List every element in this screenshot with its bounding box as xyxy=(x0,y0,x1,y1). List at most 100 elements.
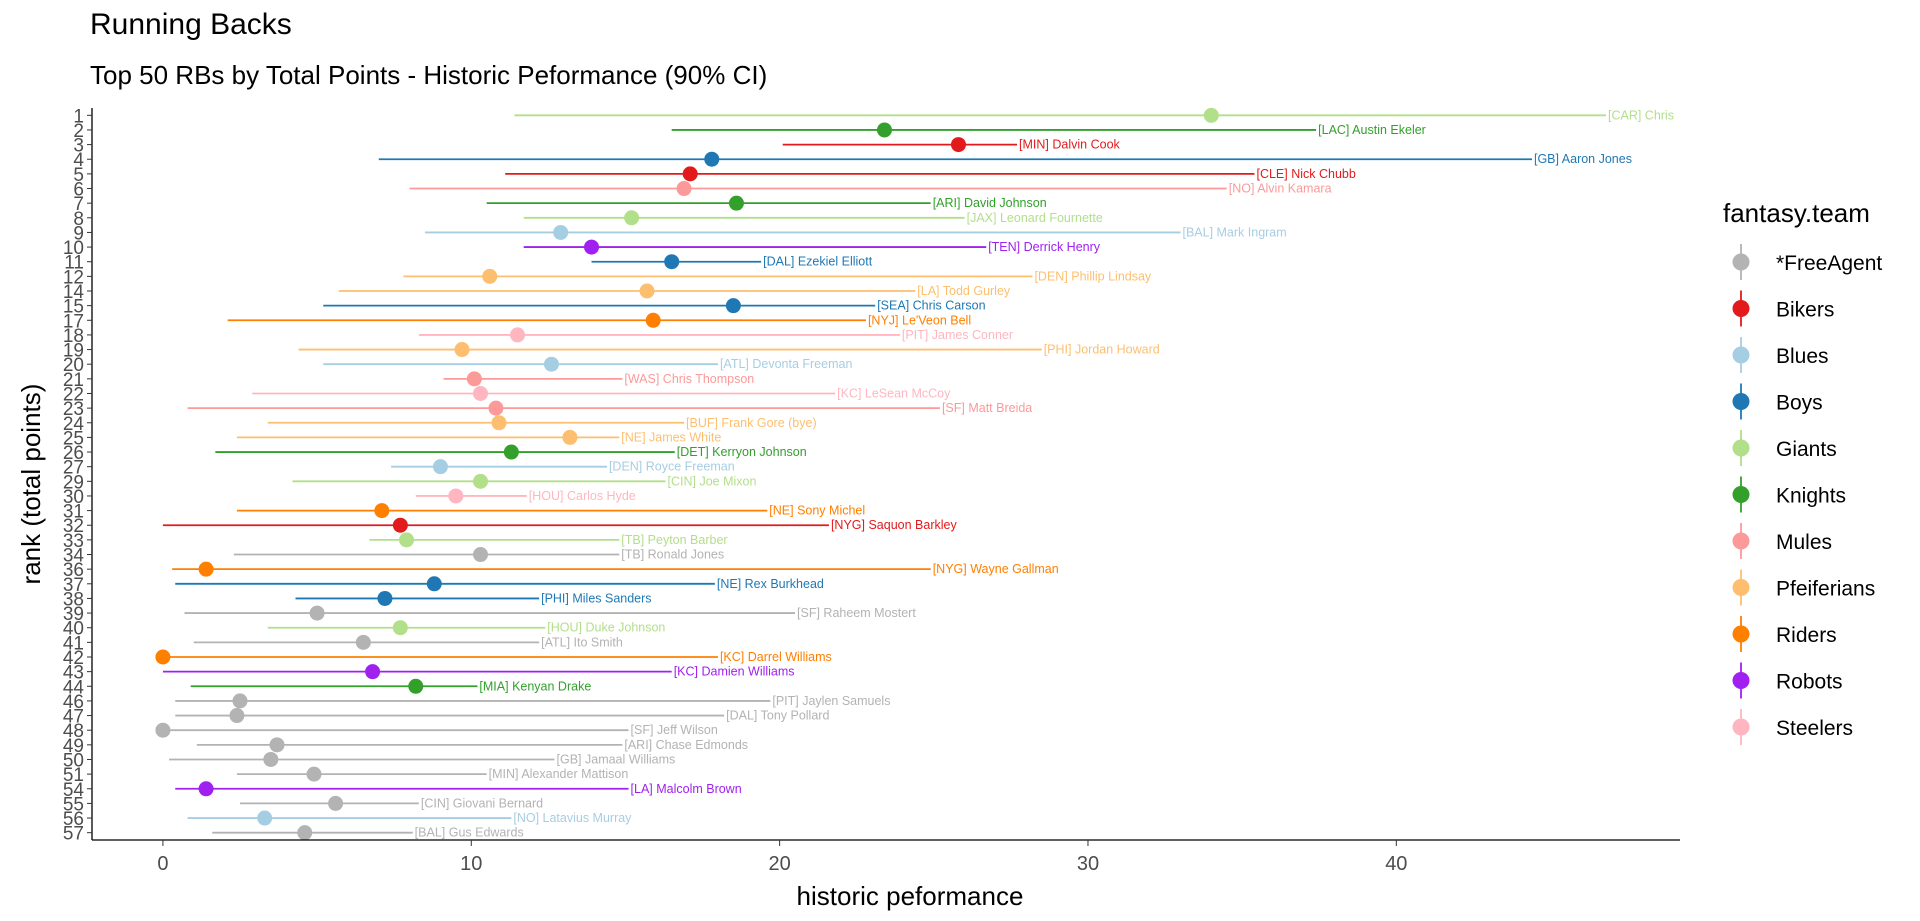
point-estimate xyxy=(399,532,415,548)
player-label: [SF] Raheem Mostert xyxy=(797,606,916,620)
chart-title: Running Backs xyxy=(90,8,292,41)
y-tick-label: 14 xyxy=(63,282,85,303)
y-tick-label: 3 xyxy=(73,136,84,157)
legend-label: Boys xyxy=(1776,392,1823,415)
y-tick-label: 30 xyxy=(63,487,84,508)
legend-label: Bikers xyxy=(1776,299,1834,322)
player-label: [ARI] David Johnson xyxy=(933,196,1047,210)
legend-key-point xyxy=(1732,346,1750,364)
y-tick-label: 57 xyxy=(63,824,84,845)
x-tick-label: 30 xyxy=(1077,853,1099,875)
point-estimate xyxy=(1203,107,1219,123)
point-estimate xyxy=(297,825,313,841)
player-label: [MIN] Alexander Mattison xyxy=(489,767,629,781)
point-estimate xyxy=(725,298,741,314)
y-tick-label: 5 xyxy=(73,165,84,186)
legend-label: *FreeAgent xyxy=(1776,252,1882,275)
point-estimate xyxy=(328,795,344,811)
y-axis: 1234567891011121415171819202122232425262… xyxy=(63,106,93,845)
legend-label: Knights xyxy=(1776,485,1846,508)
player-label: [ARI] Chase Edmonds xyxy=(624,738,748,752)
player-label: [NE] Rex Burkhead xyxy=(717,577,824,591)
y-tick-label: 42 xyxy=(63,648,84,669)
y-tick-label: 38 xyxy=(63,589,84,610)
player-label: [WAS] Chris Thompson xyxy=(624,372,754,386)
point-estimate xyxy=(257,810,273,826)
y-tick-label: 15 xyxy=(63,297,84,318)
y-tick-label: 44 xyxy=(63,677,85,698)
y-tick-label: 7 xyxy=(73,194,84,215)
y-tick-label: 17 xyxy=(63,311,84,332)
player-label: [NE] Sony Michel xyxy=(769,504,865,518)
player-label: [NO] Alvin Kamara xyxy=(1229,182,1332,196)
point-estimate xyxy=(728,195,744,211)
y-tick-label: 4 xyxy=(73,150,84,171)
player-label: [NO] Latavius Murray xyxy=(513,811,632,825)
player-label: [PHI] Miles Sanders xyxy=(541,591,651,605)
player-label: [SF] Jeff Wilson xyxy=(631,723,718,737)
y-tick-label: 18 xyxy=(63,326,84,347)
y-tick-label: 25 xyxy=(63,428,84,449)
player-label: [ATL] Devonta Freeman xyxy=(720,357,853,371)
point-estimate xyxy=(664,254,680,270)
player-label: [CAR] Chris xyxy=(1608,108,1674,122)
point-estimate xyxy=(392,517,408,533)
point-estimate xyxy=(454,342,470,358)
player-label: [HOU] Duke Johnson xyxy=(547,621,665,635)
player-label: [BAL] Mark Ingram xyxy=(1182,225,1286,239)
legend-key-point xyxy=(1732,625,1750,643)
player-label: [PHI] Jordan Howard xyxy=(1044,343,1160,357)
point-estimate xyxy=(408,678,424,694)
legend-key-point xyxy=(1732,300,1750,317)
player-label: [TB] Ronald Jones xyxy=(621,548,724,562)
y-tick-label: 46 xyxy=(63,692,84,713)
legend-key-point xyxy=(1732,532,1750,550)
point-estimate xyxy=(448,488,464,504)
y-tick-label: 29 xyxy=(63,472,84,493)
player-label: [MIA] Kenyan Drake xyxy=(479,679,591,693)
y-tick-label: 2 xyxy=(73,121,84,142)
point-estimate xyxy=(645,312,661,328)
point-estimate xyxy=(426,576,442,592)
player-label: [DEN] Royce Freeman xyxy=(609,460,735,474)
y-tick-label: 10 xyxy=(63,238,84,259)
player-label: [LA] Todd Gurley xyxy=(917,284,1011,298)
player-label: [CLE] Nick Chubb xyxy=(1256,167,1355,181)
point-estimate xyxy=(510,327,526,343)
y-tick-label: 1 xyxy=(73,106,84,127)
legend-key-point xyxy=(1732,393,1750,410)
y-tick-label: 8 xyxy=(73,209,84,230)
y-tick-label: 49 xyxy=(63,736,84,757)
plot-marks: [CAR] Chris [LAC] Austin Ekeler [MIN] Dalv… xyxy=(155,107,1674,841)
y-tick-label: 36 xyxy=(63,560,84,581)
player-label: [NYJ] Le'Veon Bell xyxy=(868,313,971,327)
y-tick-label: 43 xyxy=(63,663,84,684)
point-estimate xyxy=(704,151,720,167)
player-label: [KC] Darrel Williams xyxy=(720,650,832,664)
player-label: [NYG] Wayne Gallman xyxy=(933,562,1059,576)
point-estimate xyxy=(374,503,390,519)
point-estimate xyxy=(306,766,322,782)
player-label: [CIN] Joe Mixon xyxy=(668,474,757,488)
y-tick-label: 41 xyxy=(63,633,84,654)
point-estimate xyxy=(473,385,489,401)
legend-label: Giants xyxy=(1776,438,1837,461)
player-label: [LAC] Austin Ekeler xyxy=(1318,123,1426,137)
y-tick-label: 47 xyxy=(63,707,84,728)
y-axis-label: rank (total points) xyxy=(16,384,46,585)
point-estimate xyxy=(473,473,489,489)
legend-label: Pfeiferians xyxy=(1776,578,1875,601)
point-estimate xyxy=(639,283,655,299)
player-label: [PIT] Jaylen Samuels xyxy=(772,694,890,708)
x-tick-label: 20 xyxy=(768,853,790,875)
point-estimate xyxy=(355,634,371,650)
y-tick-label: 24 xyxy=(63,414,85,435)
player-label: [SEA] Chris Carson xyxy=(877,299,985,313)
y-tick-label: 39 xyxy=(63,604,84,625)
legend-key-point xyxy=(1732,486,1750,503)
point-estimate xyxy=(269,737,285,753)
y-tick-label: 31 xyxy=(63,502,84,523)
player-label: [HOU] Carlos Hyde xyxy=(529,489,636,503)
player-label: [DET] Kerryon Johnson xyxy=(677,445,807,459)
